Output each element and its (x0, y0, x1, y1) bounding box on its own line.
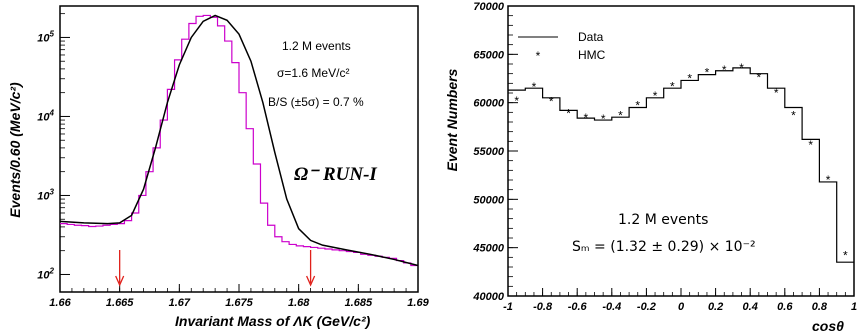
right-x-tick-label: 0.2 (708, 301, 723, 313)
left-run-label: Ω⁻ RUN-I (294, 164, 377, 185)
hmc-marker: * (532, 80, 537, 94)
left-window-arrow-head (306, 275, 316, 287)
right-x-tick-label: -0.8 (533, 301, 553, 313)
right-y-tick-label: 55000 (473, 146, 504, 158)
right-chart: -1 -0.8 -0.6 -0.4 -0.2 0 0.2 0.4 0.6 0.8 1 40000 45… (444, 1, 857, 334)
hmc-marker: * (826, 173, 831, 187)
right-x-tick-label: 1 (851, 301, 857, 313)
legend-hmc-marker: * (536, 49, 541, 63)
left-y-tick-label: 104 (37, 108, 54, 123)
left-y-tick-label: 102 (37, 266, 54, 281)
right-x-tick-label: 0.4 (743, 301, 758, 313)
left-plot-frame (59, 5, 419, 293)
right-y-tick-label: 45000 (472, 243, 504, 255)
left-window-arrow-head (115, 275, 125, 287)
hmc-marker: * (584, 111, 589, 125)
right-y-tick-label: 40000 (472, 291, 504, 303)
right-y-tick-label: 60000 (473, 98, 504, 110)
left-x-tick-label: 1.66 (49, 297, 71, 309)
right-data-histogram (508, 67, 854, 263)
left-annotation-sigma: σ=1.6 MeV/c² (277, 66, 349, 80)
hmc-marker: * (722, 63, 727, 77)
right-x-tick-label: -0.2 (637, 301, 656, 313)
hmc-marker: * (739, 61, 744, 75)
hmc-marker: * (670, 79, 675, 93)
hmc-marker: * (566, 106, 571, 120)
right-y-tick-label: 70000 (473, 1, 504, 13)
left-x-tick-label: 1.665 (106, 297, 134, 309)
left-y-tick-label: 105 (37, 29, 54, 44)
left-x-tick-label: 1.67 (169, 297, 191, 309)
left-x-tick-label: 1.69 (407, 297, 429, 309)
hmc-marker: * (774, 86, 779, 100)
right-x-tick-label: -1 (503, 301, 513, 313)
left-y-tick-label: 103 (37, 187, 54, 202)
right-annotation-events: 1.2 M events (618, 212, 708, 228)
right-x-tick-label: -0.6 (568, 301, 588, 313)
hmc-marker: * (808, 138, 813, 152)
right-y-axis-label: Event Numbers (444, 68, 460, 171)
hmc-marker: * (653, 89, 658, 103)
left-chart: 1.66 1.665 1.67 1.675 1.68 1.685 1.69 102 103 10… (7, 5, 430, 329)
left-y-axis-label: Events/0.60 (MeV/c²) (7, 82, 23, 218)
right-x-tick-label: 0 (678, 301, 685, 313)
left-x-tick-label: 1.68 (288, 297, 310, 309)
legend-hmc-label: HMC (578, 48, 606, 62)
hmc-marker: * (705, 66, 710, 80)
hmc-marker: * (687, 72, 692, 86)
left-annotation-bs: B/S (±5σ) = 0.7 % (268, 95, 364, 109)
left-histogram-series (60, 14, 418, 267)
right-x-tick-label: -0.4 (602, 301, 621, 313)
right-x-axis-label: cosθ (812, 318, 844, 334)
left-x-axis-label: Invariant Mass of ΛK (GeV/c²) (175, 313, 371, 329)
left-annotation-events: 1.2 M events (282, 39, 351, 53)
right-y-tick-label: 65000 (473, 49, 504, 61)
legend-data-label: Data (578, 30, 604, 44)
right-x-tick-label: 0.8 (812, 301, 828, 313)
left-fit-curve (59, 14, 419, 267)
hmc-marker: * (601, 112, 606, 126)
hmc-marker: * (635, 99, 640, 113)
hmc-marker: * (549, 95, 554, 109)
left-x-tick-label: 1.685 (345, 297, 373, 309)
hmc-marker: * (791, 108, 796, 122)
left-x-tick-label: 1.675 (225, 297, 253, 309)
hmc-marker: * (514, 94, 519, 108)
hmc-marker: * (843, 248, 848, 262)
hmc-marker: * (618, 108, 623, 122)
hmc-marker: * (757, 71, 762, 85)
right-annotation-sm: Sₘ = (1.32 ± 0.29) × 10⁻² (572, 239, 756, 255)
right-y-tick-label: 50000 (473, 194, 504, 206)
right-x-tick-label: 0.6 (777, 301, 793, 313)
